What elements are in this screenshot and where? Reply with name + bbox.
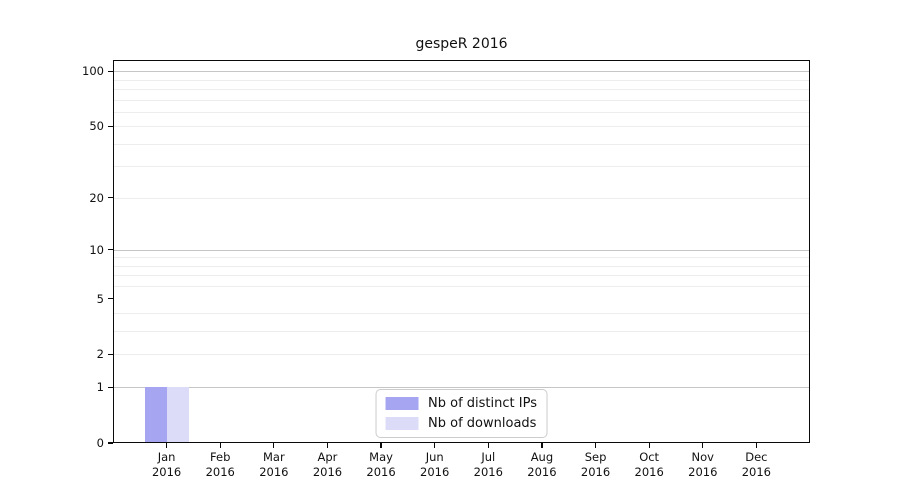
y-tick-label: 5: [96, 291, 104, 306]
minor-gridline: [113, 111, 810, 113]
x-tick-label: Jul 2016: [473, 450, 503, 479]
minor-gridline: [113, 166, 810, 168]
y-tick-label: 0: [96, 436, 104, 450]
minor-gridline: [113, 265, 810, 267]
x-tick-label: Jan 2016: [151, 450, 182, 479]
minor-gridline: [113, 126, 810, 128]
minor-gridline: [113, 99, 810, 101]
legend-swatch-distinct-ips-icon: [385, 397, 419, 410]
minor-gridline: [113, 331, 810, 333]
x-tick-label: Sep 2016: [580, 450, 611, 479]
legend-swatch-downloads-icon: [385, 417, 419, 430]
y-tick-label: 10: [89, 242, 104, 257]
x-tick-label: Nov 2016: [688, 450, 718, 479]
major-gridline: [113, 249, 810, 251]
x-tick-label: Mar 2016: [259, 450, 289, 479]
x-tick-mark: [326, 443, 329, 448]
x-tick-label: Feb 2016: [205, 450, 235, 479]
x-tick-mark: [541, 443, 543, 448]
legend-item-distinct-ips: Nb of distinct IPs: [385, 396, 537, 411]
y-tick-label: 50: [89, 119, 104, 134]
plot-area: Nb of distinct IPs Nb of downloads: [113, 60, 810, 443]
minor-gridline: [113, 143, 810, 145]
x-tick-mark: [648, 443, 650, 448]
legend-item-downloads: Nb of downloads: [385, 416, 537, 431]
minor-gridline: [113, 354, 810, 356]
x-tick-mark: [219, 443, 221, 448]
x-tick-label: May 2016: [366, 450, 396, 479]
x-tick-label: Apr 2016: [312, 450, 343, 479]
x-tick-label: Dec 2016: [741, 450, 772, 479]
minor-gridline: [113, 257, 810, 259]
x-tick-mark: [166, 443, 168, 448]
minor-gridline: [113, 88, 810, 90]
x-tick-mark: [594, 443, 597, 448]
bar-nb-of-distinct-ips: [144, 387, 167, 443]
minor-gridline: [113, 197, 810, 199]
x-tick-mark: [434, 443, 436, 448]
x-tick-label: Jun 2016: [420, 450, 450, 479]
minor-gridline: [113, 275, 810, 277]
y-tick-label: 20: [89, 190, 104, 205]
major-gridline: [113, 71, 810, 73]
x-tick-label: Oct 2016: [634, 450, 664, 479]
legend-label-downloads: Nb of downloads: [428, 416, 537, 431]
x-tick-label: Aug 2016: [527, 450, 557, 479]
x-tick-mark: [702, 443, 704, 448]
y-tick-label: 2: [96, 347, 104, 362]
x-tick-mark: [487, 443, 489, 448]
minor-gridline: [113, 286, 810, 288]
bar-nb-of-downloads: [166, 387, 189, 443]
x-tick-mark: [380, 443, 382, 448]
x-tick-mark: [755, 443, 757, 448]
legend-label-distinct-ips: Nb of distinct IPs: [428, 396, 537, 411]
x-tick-mark: [273, 443, 275, 448]
major-gridline: [113, 387, 810, 389]
y-tick-label: 100: [82, 64, 104, 79]
chart-title: gespeR 2016: [415, 36, 508, 52]
y-tick-label: 1: [96, 380, 104, 395]
legend: Nb of distinct IPs Nb of downloads: [375, 389, 548, 438]
minor-gridline: [113, 313, 810, 315]
minor-gridline: [113, 79, 810, 81]
